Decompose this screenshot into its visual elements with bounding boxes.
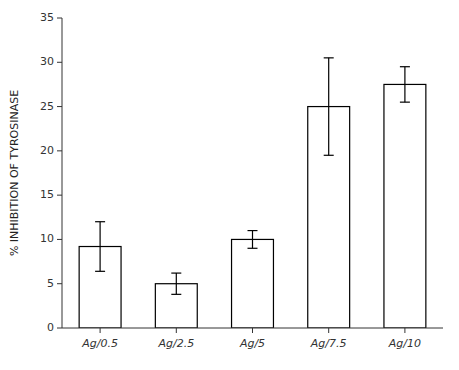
y-axis-line [62,18,63,328]
error-cap [95,221,105,222]
y-tick [57,62,62,63]
error-stem [252,231,253,249]
x-tick [176,328,177,333]
error-stem [176,273,177,294]
y-tick [57,18,62,19]
y-tick [57,239,62,240]
x-tick [404,328,405,333]
error-bar [324,58,334,155]
error-cap [400,102,410,103]
error-bar [171,273,181,294]
y-tick [57,328,62,329]
y-tick [57,195,62,196]
error-cap [171,272,181,273]
y-tick [57,283,62,284]
x-tick [100,328,101,333]
x-tick [328,328,329,333]
error-cap [324,155,334,156]
bar [232,239,274,328]
chart-svg: 0 5 10 15 20 25 30 35 Ag/0.5 Ag/2.5 Ag/5 Ag/7.5 Ag/1… [0,0,459,370]
error-bar [400,67,410,102]
chart-container: 0 5 10 15 20 25 30 35 Ag/0.5 Ag/2.5 Ag/5 Ag/7.5 Ag/1… [0,0,459,370]
x-tick-label: Ag/10 [388,337,421,350]
bar [384,84,426,328]
y-tick-label: 30 [40,55,54,68]
error-bar [248,231,258,249]
x-tick [252,328,253,333]
plot-area [79,58,426,328]
error-cap [95,271,105,272]
error-cap [400,66,410,67]
error-bar [95,222,105,272]
y-tick [57,106,62,107]
error-cap [324,57,334,58]
y-tick-label: 15 [40,188,54,201]
y-axis-label: % INHIBITION OF TYROSINASE [8,90,21,256]
error-stem [404,67,405,102]
y-tick-label: 10 [40,232,54,245]
error-cap [248,248,258,249]
y-tick [57,150,62,151]
x-tick-label: Ag/7.5 [310,337,347,350]
error-stem [328,58,329,155]
x-tick-label: Ag/2.5 [157,337,194,350]
y-tick-label: 5 [47,277,54,290]
error-cap [248,230,258,231]
y-tick-label: 35 [40,11,54,24]
error-stem [99,222,100,272]
x-tick-label: Ag/0.5 [81,337,118,350]
y-tick-label: 0 [47,321,54,334]
y-tick-label: 25 [40,100,54,113]
error-cap [171,294,181,295]
y-tick-label: 20 [40,144,54,157]
x-tick-label: Ag/5 [239,337,265,350]
